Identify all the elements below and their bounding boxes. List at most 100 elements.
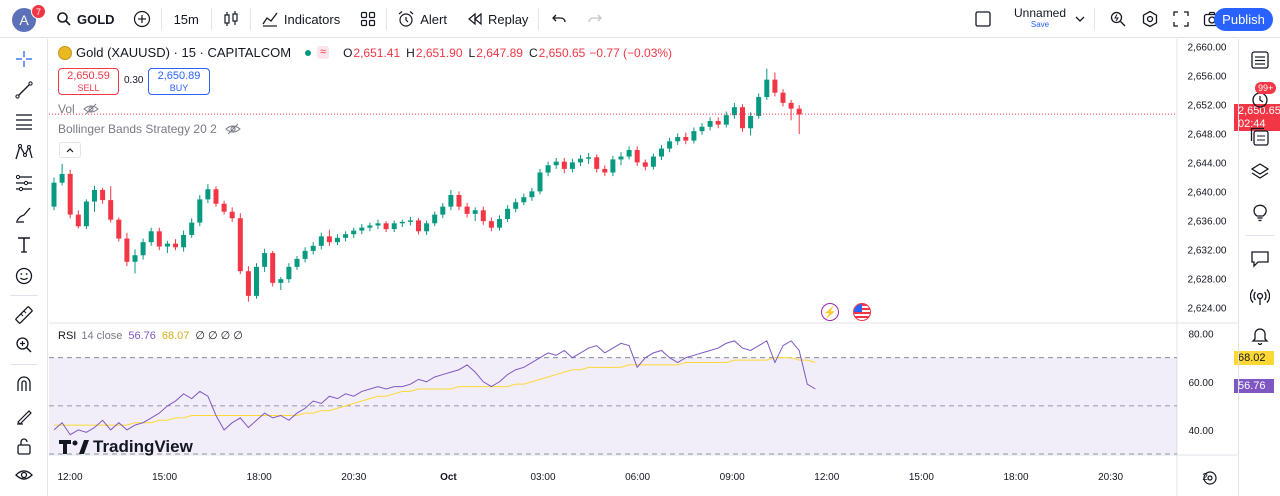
rsi-extra-values: ∅ ∅ ∅ ∅ bbox=[195, 330, 243, 342]
templates-button[interactable] bbox=[350, 0, 386, 38]
rewind-icon bbox=[468, 12, 482, 26]
layers-icon[interactable] bbox=[1248, 160, 1272, 184]
buy-button[interactable]: 2,650.89 BUY bbox=[148, 68, 210, 95]
candle bbox=[83, 199, 89, 230]
notifications-icon[interactable] bbox=[1248, 323, 1272, 347]
time-axis-tick: 15:00 bbox=[909, 472, 934, 483]
lock-drawing-icon[interactable] bbox=[12, 403, 36, 427]
redo-button[interactable] bbox=[579, 0, 611, 38]
chat-icon[interactable] bbox=[1248, 247, 1272, 271]
compare-button[interactable] bbox=[123, 0, 161, 38]
divider bbox=[210, 8, 212, 30]
chart-area[interactable]: 2,660.00 2,656.00 2,652.00 2,648.00 2,644.00… bbox=[49, 39, 1280, 496]
strategy-legend[interactable]: Bollinger Bands Strategy 20 2 bbox=[58, 122, 241, 136]
tradingview-logo-icon bbox=[59, 440, 89, 454]
ideas-icon[interactable] bbox=[1248, 200, 1272, 224]
alert-button[interactable]: Alert bbox=[387, 0, 457, 38]
candle bbox=[213, 186, 219, 207]
layout-toggle[interactable] bbox=[974, 0, 1000, 38]
plus-circle-icon bbox=[133, 10, 150, 28]
sell-button[interactable]: 2,650.59 SELL bbox=[58, 68, 119, 95]
watchlist-icon[interactable] bbox=[1248, 48, 1272, 72]
candle bbox=[262, 248, 268, 272]
time-axis-tick: 20:30 bbox=[341, 472, 366, 483]
indicators-button[interactable]: Indicators bbox=[251, 0, 350, 38]
rsi-name: RSI bbox=[58, 329, 77, 342]
interval-button[interactable]: 15m bbox=[173, 11, 199, 27]
candle bbox=[529, 187, 535, 201]
crosshair-icon[interactable] bbox=[12, 47, 36, 71]
buy-label: BUY bbox=[169, 83, 189, 93]
symbol-search[interactable]: GOLD bbox=[50, 0, 123, 38]
spread-value: 0.30 bbox=[124, 75, 144, 86]
candle bbox=[148, 227, 154, 246]
fullscreen-button[interactable] bbox=[1166, 0, 1196, 38]
us-flag-event-icon[interactable] bbox=[853, 303, 871, 321]
zoom-icon[interactable] bbox=[12, 333, 36, 357]
candle bbox=[740, 104, 745, 132]
rsi-axis-tick: 80.00 bbox=[1188, 330, 1213, 341]
layout-name: Unnamed bbox=[1014, 6, 1067, 20]
flash-event-icon[interactable]: ⚡ bbox=[821, 303, 839, 321]
time-axis-tick: 18:00 bbox=[247, 472, 272, 483]
candle bbox=[513, 198, 519, 213]
candle bbox=[699, 123, 705, 135]
tradingview-watermark[interactable]: TradingView bbox=[59, 437, 193, 457]
candle bbox=[351, 227, 357, 238]
collapse-legend-button[interactable] bbox=[59, 142, 81, 158]
rsi-axis-tick: 40.00 bbox=[1188, 426, 1213, 437]
publish-button[interactable]: Publish bbox=[1214, 8, 1273, 31]
emoji-icon[interactable] bbox=[12, 264, 36, 288]
rsi-legend[interactable]: RSI 14 close 56.76 68.07 ∅ ∅ ∅ ∅ bbox=[58, 329, 243, 343]
trend-line-icon[interactable] bbox=[12, 78, 36, 102]
lock-icon[interactable] bbox=[12, 434, 36, 458]
price-axis-tick: 2,648.00 bbox=[1188, 129, 1227, 140]
object-tree-icon[interactable] bbox=[1248, 125, 1272, 149]
time-axis-tick: 2 bbox=[1202, 472, 1208, 483]
bar-countdown-label: 02:44 bbox=[1234, 117, 1280, 131]
eye-icon[interactable] bbox=[12, 463, 36, 487]
close-label: C bbox=[528, 45, 538, 60]
time-axis-tick: Oct bbox=[440, 472, 457, 483]
candle bbox=[788, 99, 794, 121]
undo-button[interactable] bbox=[539, 0, 579, 38]
open-value: 2,651.41 bbox=[353, 45, 401, 60]
quick-search-button[interactable] bbox=[1095, 0, 1134, 38]
chart-type-button[interactable] bbox=[212, 0, 250, 38]
fib-retracement-icon[interactable] bbox=[12, 109, 36, 133]
prediction-icon[interactable] bbox=[12, 171, 36, 195]
right-widget-bar: 99+ bbox=[1238, 39, 1280, 496]
candle bbox=[75, 210, 81, 229]
layout-menu[interactable]: Unnamed Save bbox=[1000, 0, 1074, 38]
ruler-icon[interactable] bbox=[12, 303, 36, 327]
pattern-icon[interactable] bbox=[12, 140, 36, 164]
text-icon[interactable] bbox=[12, 233, 36, 257]
candle bbox=[100, 187, 106, 204]
price-axis-tick: 2,624.00 bbox=[1188, 303, 1227, 314]
magnet-icon[interactable] bbox=[12, 372, 36, 396]
price-chart[interactable]: 2,660.00 2,656.00 2,652.00 2,648.00 2,644.00… bbox=[49, 39, 1237, 496]
streams-icon[interactable] bbox=[1248, 285, 1272, 309]
candle bbox=[164, 240, 170, 254]
candle bbox=[156, 227, 162, 251]
indicators-label: Indicators bbox=[283, 11, 341, 27]
divider bbox=[538, 8, 540, 30]
strategy-label: Bollinger Bands Strategy 20 2 bbox=[58, 122, 217, 136]
replay-button[interactable]: Replay bbox=[457, 0, 538, 38]
eye-crossed-icon[interactable] bbox=[82, 103, 99, 115]
candle bbox=[780, 89, 786, 107]
candle bbox=[245, 266, 251, 302]
volume-legend[interactable]: Vol bbox=[58, 102, 99, 116]
time-axis-settings-icon[interactable] bbox=[1202, 470, 1218, 486]
candle bbox=[553, 158, 559, 169]
settings-button[interactable] bbox=[1134, 0, 1166, 38]
brush-icon[interactable] bbox=[12, 202, 36, 226]
chevron-down-icon[interactable] bbox=[1074, 13, 1086, 25]
candle bbox=[132, 249, 138, 274]
symbol-legend[interactable]: Gold (XAUUSD) · 15 · CAPITALCOM ≈ O 2,651… bbox=[58, 45, 672, 60]
symbol-name: GOLD bbox=[77, 11, 115, 27]
divider bbox=[160, 8, 162, 30]
candle bbox=[448, 189, 454, 211]
left-drawing-toolbar bbox=[0, 39, 48, 496]
eye-crossed-icon[interactable] bbox=[224, 123, 241, 135]
